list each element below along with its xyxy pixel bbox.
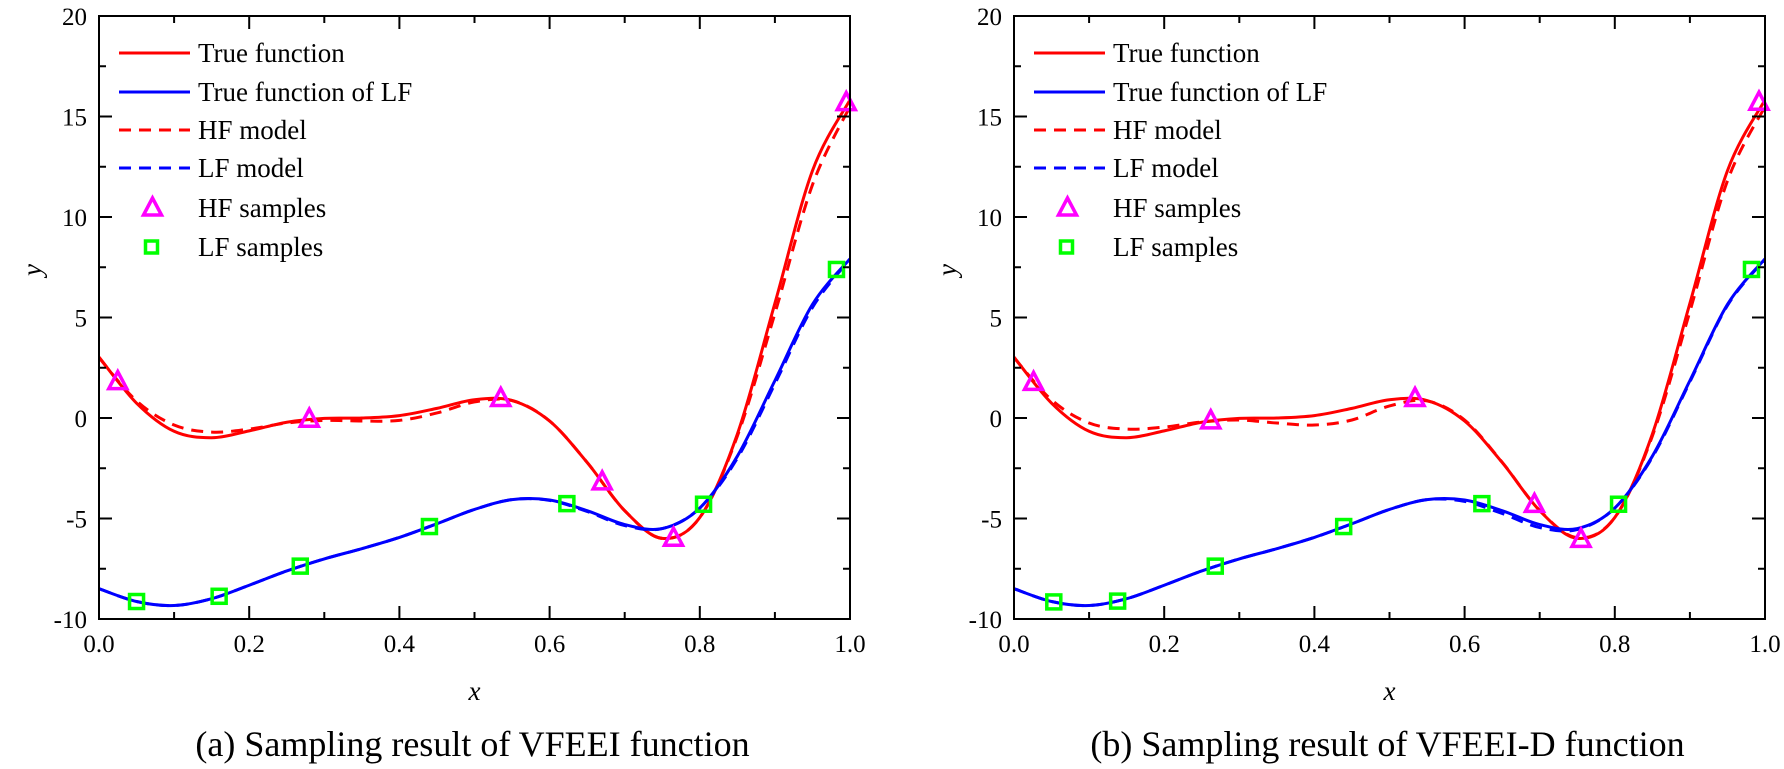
- x-tick-label: 0.8: [684, 631, 715, 658]
- lf-sample-marker: [827, 260, 846, 279]
- y-axis-label: y: [932, 264, 962, 279]
- legend-label: True function: [198, 38, 345, 68]
- series-line-lf-model: [1014, 258, 1765, 608]
- legend-label: True function of LF: [1113, 77, 1327, 107]
- chart-panel-a: 0.0 0.2 0.4 0.6 0.8 1.0 -10 -5 0 5 10 15 20 x y True fu…: [17, 4, 866, 764]
- hf-sample-marker: [1403, 384, 1427, 408]
- series-line-hf-model: [1014, 105, 1765, 540]
- hf-sample-marker: [1021, 368, 1046, 392]
- hf-sample-marker: [1522, 490, 1547, 514]
- hf-sample-marker: [590, 468, 615, 491]
- lf-sample-marker: [127, 592, 146, 611]
- y-tick-label: -10: [969, 607, 1002, 634]
- legend: True function True function of LF HF model…: [1034, 38, 1327, 262]
- y-tick-label: 10: [62, 205, 87, 232]
- legend-label: LF samples: [1113, 232, 1238, 262]
- figure-caption: (b) Sampling result of VFEEI-D function: [1090, 724, 1684, 764]
- x-tick-label: 0.8: [1599, 631, 1630, 658]
- lf-sample-marker: [420, 517, 439, 536]
- legend-label: HF samples: [1113, 193, 1241, 223]
- legend-triangle-marker: [140, 194, 165, 217]
- y-tick-label: 0: [75, 406, 88, 433]
- lf-sample-marker: [1206, 557, 1225, 575]
- legend-label: HF samples: [198, 193, 326, 223]
- legend-label: HF model: [1113, 115, 1222, 145]
- legend-square-marker: [1058, 239, 1075, 255]
- legend-label: True function of LF: [198, 77, 412, 107]
- lf-sample-marker: [1473, 494, 1491, 513]
- lf-sample-marker: [1742, 260, 1761, 279]
- x-axis-label: x: [468, 676, 481, 706]
- lf-sample-marker: [291, 557, 310, 575]
- lf-sample-marker: [1108, 592, 1127, 610]
- legend: True function True function of LF HF model…: [119, 38, 412, 262]
- hf-sample-marker: [1747, 88, 1771, 111]
- y-tick-label: 5: [75, 306, 88, 333]
- x-tick-label: 0.0: [998, 631, 1029, 658]
- x-tick-label: 0.2: [234, 631, 265, 658]
- y-tick-label: -5: [981, 507, 1002, 534]
- hf-sample-marker: [661, 524, 686, 547]
- hf-sample-marker: [297, 405, 322, 428]
- x-tick-label: 0.6: [1449, 631, 1480, 658]
- x-axis-label: x: [1383, 676, 1396, 706]
- y-tick-label: 20: [62, 4, 87, 31]
- legend-square-marker: [143, 239, 160, 255]
- lf-sample-marker: [210, 587, 228, 606]
- legend-label: LF model: [198, 153, 304, 183]
- x-tick-label: 0.4: [384, 631, 416, 658]
- y-tick-label: 20: [977, 4, 1002, 31]
- y-tick-label: 15: [62, 105, 87, 132]
- figure-caption: (a) Sampling result of VFEEI function: [195, 724, 749, 764]
- chart-panel-b: 0.0 0.2 0.4 0.6 0.8 1.0 -10 -5 0 5 10 15 20 x y True fu…: [932, 4, 1781, 764]
- y-axis-label: y: [17, 264, 47, 279]
- y-tick-label: -10: [54, 607, 87, 634]
- y-tick-label: -5: [66, 507, 87, 534]
- legend-label: True function: [1113, 38, 1260, 68]
- x-tick-label: 0.4: [1299, 631, 1331, 658]
- y-tick-label: 5: [990, 306, 1003, 333]
- lf-sample-marker: [1045, 593, 1063, 611]
- y-tick-label: 0: [990, 406, 1003, 433]
- x-tick-label: 0.6: [534, 631, 565, 658]
- x-tick-label: 0.0: [83, 631, 114, 658]
- hf-sample-marker: [1569, 525, 1593, 549]
- legend-label: LF samples: [198, 232, 323, 262]
- hf-sample-marker: [105, 367, 130, 391]
- x-tick-label: 1.0: [1749, 631, 1780, 658]
- lf-sample-marker: [558, 494, 576, 513]
- y-tick-label: 10: [977, 205, 1002, 232]
- legend-triangle-marker: [1055, 194, 1080, 217]
- lf-sample-marker: [1334, 517, 1353, 536]
- series-line-hf-model: [99, 105, 850, 541]
- lf-sample-marker: [694, 495, 713, 513]
- hf-sample-marker: [488, 384, 513, 408]
- legend-label: HF model: [198, 115, 307, 145]
- lf-sample-marker: [1609, 495, 1628, 513]
- hf-sample-marker: [1198, 407, 1223, 430]
- y-tick-label: 15: [977, 105, 1002, 132]
- x-tick-label: 0.2: [1149, 631, 1180, 658]
- x-tick-label: 1.0: [834, 631, 865, 658]
- legend-label: LF model: [1113, 153, 1219, 183]
